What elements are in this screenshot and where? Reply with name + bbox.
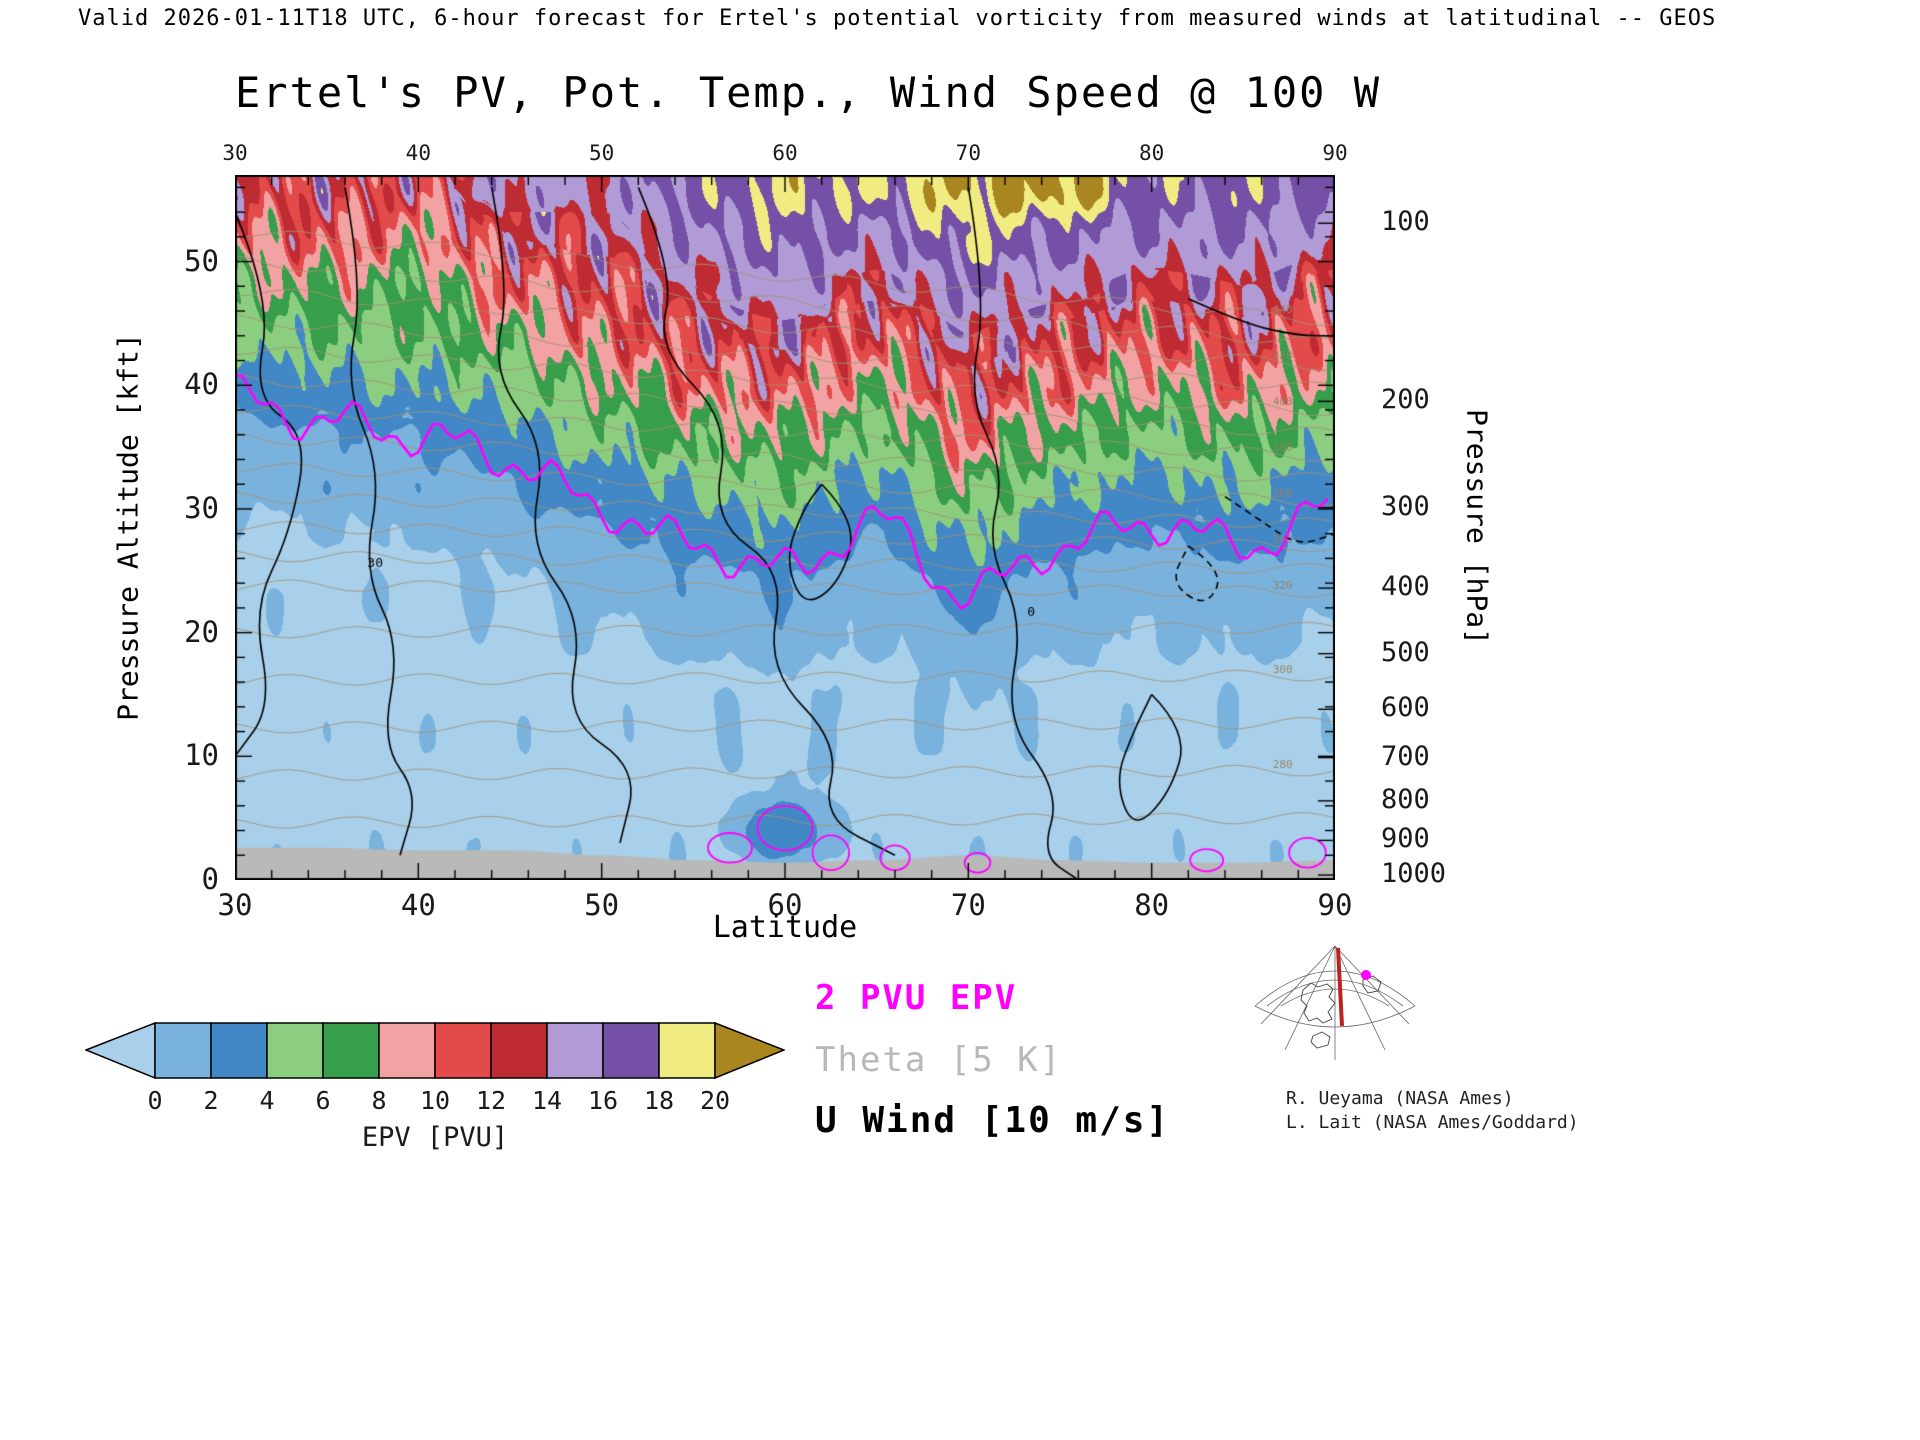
- colorbar-tick-label: 20: [699, 1086, 731, 1115]
- pressure-tick-label: 700: [1381, 740, 1430, 772]
- y-left-tick-label: 0: [201, 862, 219, 896]
- x-tick-label: 70: [950, 888, 986, 922]
- colorbar-segment: [378, 1022, 436, 1079]
- colorbar-swatches: [83, 1021, 787, 1084]
- y-axis-left-label: Pressure Altitude [kft]: [111, 333, 145, 721]
- y-left-tick-label: 50: [184, 243, 219, 278]
- colorbar-segment: [154, 1022, 212, 1079]
- colorbar-tick-label: 10: [419, 1086, 451, 1115]
- pressure-tick-label: 400: [1381, 571, 1430, 603]
- pressure-tick-label: 300: [1381, 490, 1430, 522]
- pressure-tick-label: 1000: [1381, 858, 1447, 890]
- map-inset: [1243, 928, 1428, 1087]
- colorbar-tick-label: 16: [587, 1086, 619, 1115]
- credit-line-1: R. Ueyama (NASA Ames): [1286, 1088, 1514, 1109]
- colorbar-segment: [658, 1022, 716, 1079]
- legend-2pvu-epv: 2 PVU EPV: [815, 978, 1018, 1018]
- pressure-tick-label: 600: [1381, 692, 1430, 724]
- colorbar-segment: [546, 1022, 604, 1079]
- y-left-tick-label: 30: [184, 490, 219, 525]
- colorbar-segment: [434, 1022, 492, 1079]
- colorbar-segment: [490, 1022, 548, 1079]
- x-top-tick-label: 90: [1322, 141, 1348, 165]
- colorbar-segment: [210, 1022, 268, 1079]
- credit-line-2: L. Lait (NASA Ames/Goddard): [1286, 1112, 1579, 1133]
- legend-u-wind: U Wind [10 m/s]: [815, 1100, 1171, 1141]
- map-coastline: [1300, 975, 1382, 1049]
- y-left-tick-label: 10: [184, 738, 219, 773]
- x-tick-label: 40: [400, 888, 436, 922]
- colorbar-segment: [602, 1022, 660, 1079]
- x-top-tick-label: 40: [405, 141, 431, 165]
- x-tick-label: 50: [584, 888, 620, 922]
- x-tick-label: 90: [1317, 888, 1353, 922]
- colorbar-arrow-left: [83, 1021, 156, 1080]
- pressure-tick-label: 100: [1381, 206, 1430, 238]
- legend-theta: Theta [5 K]: [815, 1040, 1063, 1080]
- plot-title: Ertel's PV, Pot. Temp., Wind Speed @ 100…: [235, 68, 1382, 117]
- x-axis-label: Latitude: [712, 910, 858, 945]
- x-top-tick-label: 30: [222, 141, 248, 165]
- epv-colorbar: 0 2 4 6 8 10 12 14 16 18 20 EPV [PVU]: [83, 1021, 787, 1162]
- pressure-tick-label: 800: [1381, 783, 1430, 815]
- y-axis-right-label: Pressure [hPa]: [1460, 408, 1494, 646]
- colorbar-tick-label: 4: [259, 1086, 275, 1115]
- x-top-tick-label: 50: [589, 141, 615, 165]
- valid-timestamp-line: Valid 2026-01-11T18 UTC, 6-hour forecast…: [78, 6, 1717, 31]
- y-left-tick-label: 20: [184, 614, 219, 649]
- x-top-tick-label: 70: [955, 141, 981, 165]
- station-marker-dot: [1361, 970, 1371, 980]
- colorbar-arrow-right: [714, 1021, 787, 1080]
- colorbar-segment: [266, 1022, 324, 1079]
- colorbar-tick-label: 6: [315, 1086, 331, 1115]
- x-tick-label: 30: [217, 888, 253, 922]
- colorbar-label: EPV [PVU]: [361, 1122, 509, 1153]
- x-top-tick-label: 60: [772, 141, 798, 165]
- colorbar-segment: [322, 1022, 380, 1079]
- x-top-tick-label: 80: [1139, 141, 1165, 165]
- x-tick-label: 80: [1134, 888, 1170, 922]
- cross-section-meridian-line: [1336, 947, 1344, 1027]
- pressure-tick-label: 500: [1381, 636, 1430, 668]
- colorbar-tick-label: 14: [531, 1086, 563, 1115]
- y-left-tick-label: 40: [184, 367, 219, 402]
- colorbar-tick-label: 2: [203, 1086, 219, 1115]
- colorbar-tick-label: 12: [475, 1086, 507, 1115]
- colorbar-tick-label: 8: [371, 1086, 387, 1115]
- cross-section-plot: 30 40 50 60 70 80 90 30 40 50 60 70 80 90 0 10 20 30 40 50 1…: [184, 141, 1446, 922]
- colorbar-tick-label: 18: [643, 1086, 675, 1115]
- pressure-tick-label: 900: [1381, 823, 1430, 855]
- colorbar-tick-label: 0: [147, 1086, 163, 1115]
- pressure-tick-label: 200: [1381, 384, 1430, 416]
- epv-cross-section-canvas: [235, 175, 1335, 880]
